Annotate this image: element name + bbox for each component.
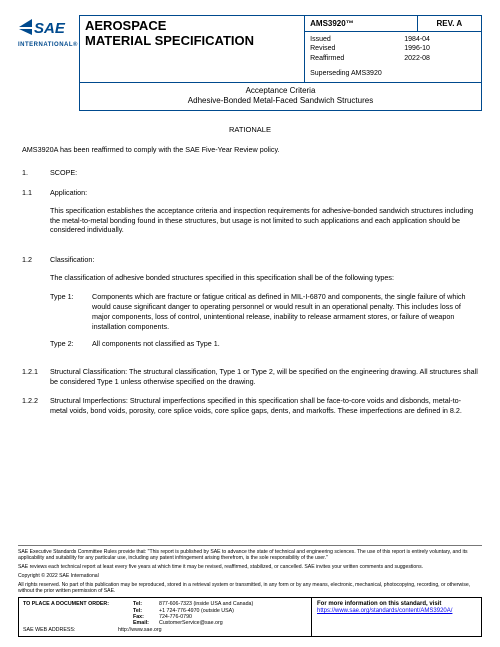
type-text: Components which are fracture or fatigue… <box>92 292 478 331</box>
title-line2: MATERIAL SPECIFICATION <box>85 33 254 48</box>
subtitle-line1: Acceptance Criteria <box>246 86 316 95</box>
fine-print-rules: SAE Executive Standards Committee Rules … <box>18 549 482 561</box>
web-label: SAE WEB ADDRESS: <box>23 627 118 633</box>
place-order-label: TO PLACE A DOCUMENT ORDER: <box>23 601 133 626</box>
sae-logo-block: SAE INTERNATIONAL® <box>18 15 73 48</box>
sae-wing-icon: SAE <box>18 17 68 41</box>
section-text: Structural Imperfections: Structural imp… <box>50 396 478 415</box>
logo-subtext: INTERNATIONAL® <box>18 42 73 48</box>
fine-print-review: SAE reviews each technical report at lea… <box>18 564 482 570</box>
section-1-1: 1.1 Application: This specification esta… <box>22 188 478 245</box>
web-value: http://www.sae.org <box>118 627 162 633</box>
section-text: Structural Classification: The structura… <box>50 367 478 386</box>
standard-link[interactable]: https://www.sae.org/standards/content/AM… <box>317 608 452 614</box>
footer-divider <box>18 545 482 546</box>
type-2-block: Type 2: All components not classified as… <box>50 339 478 349</box>
section-text: This specification establishes the accep… <box>50 206 478 235</box>
section-1-2: 1.2 Classification: The classification o… <box>22 255 478 357</box>
section-1-2-1: 1.2.1 Structural Classification: The str… <box>22 367 478 386</box>
section-1: 1. SCOPE: <box>22 168 478 178</box>
more-info-text: For more information on this standard, v… <box>317 601 476 608</box>
revised-date: 1996-10 <box>404 44 476 53</box>
type-1-block: Type 1: Components which are fracture or… <box>50 292 478 331</box>
rationale-heading: RATIONALE <box>22 125 478 135</box>
type-label: Type 2: <box>50 339 92 349</box>
section-label: Classification: <box>50 255 478 265</box>
type-text: All components not classified as Type 1. <box>92 339 478 349</box>
issued-label: Issued <box>310 35 390 44</box>
contact-column: TO PLACE A DOCUMENT ORDER: Tel: 877-606-… <box>19 598 311 636</box>
copyright-text: Copyright © 2022 SAE International <box>18 573 482 579</box>
document-body: RATIONALE AMS3920A has been reaffirmed t… <box>18 125 482 416</box>
superseding-text: Superseding AMS3920 <box>310 69 476 78</box>
section-number: 1.2.2 <box>22 396 50 415</box>
header-table: AEROSPACE MATERIAL SPECIFICATION AMS3920… <box>79 15 482 111</box>
section-1-2-2: 1.2.2 Structural Imperfections: Structur… <box>22 396 478 415</box>
spec-title-cell: AEROSPACE MATERIAL SPECIFICATION <box>80 16 305 83</box>
section-number: 1. <box>22 168 50 178</box>
spec-code: AMS3920™ <box>305 16 418 32</box>
section-number: 1.2.1 <box>22 367 50 386</box>
type-label: Type 1: <box>50 292 92 331</box>
footer-block: SAE Executive Standards Committee Rules … <box>18 545 482 637</box>
section-text: The classification of adhesive bonded st… <box>50 273 478 283</box>
section-number: 1.1 <box>22 188 50 245</box>
issued-date: 1984-04 <box>404 35 476 44</box>
subtitle-line2: Adhesive-Bonded Metal-Faced Sandwich Str… <box>188 96 373 105</box>
reaffirmed-date: 2022-08 <box>404 54 476 63</box>
section-label: SCOPE: <box>50 168 478 178</box>
email-value: CustomerService@sae.org <box>159 620 307 626</box>
rights-text: All rights reserved. No part of this pub… <box>18 582 482 594</box>
document-header: SAE INTERNATIONAL® AEROSPACE MATERIAL SP… <box>18 15 482 111</box>
page-container: SAE INTERNATIONAL® AEROSPACE MATERIAL SP… <box>0 0 500 436</box>
section-number: 1.2 <box>22 255 50 357</box>
footer-contact-box: TO PLACE A DOCUMENT ORDER: Tel: 877-606-… <box>18 597 482 637</box>
rationale-paragraph: AMS3920A has been reaffirmed to comply w… <box>22 145 478 155</box>
svg-text:SAE: SAE <box>34 20 66 37</box>
dates-cell: Issued 1984-04 Revised 1996-10 Reaffirme… <box>305 32 482 83</box>
revised-label: Revised <box>310 44 390 53</box>
section-label: Application: <box>50 188 478 198</box>
subtitle-cell: Acceptance Criteria Adhesive-Bonded Meta… <box>80 82 482 110</box>
reaffirmed-label: Reaffirmed <box>310 54 390 63</box>
title-line1: AEROSPACE <box>85 18 166 33</box>
more-info-column: For more information on this standard, v… <box>311 598 481 636</box>
spec-rev: REV. A <box>417 16 481 32</box>
